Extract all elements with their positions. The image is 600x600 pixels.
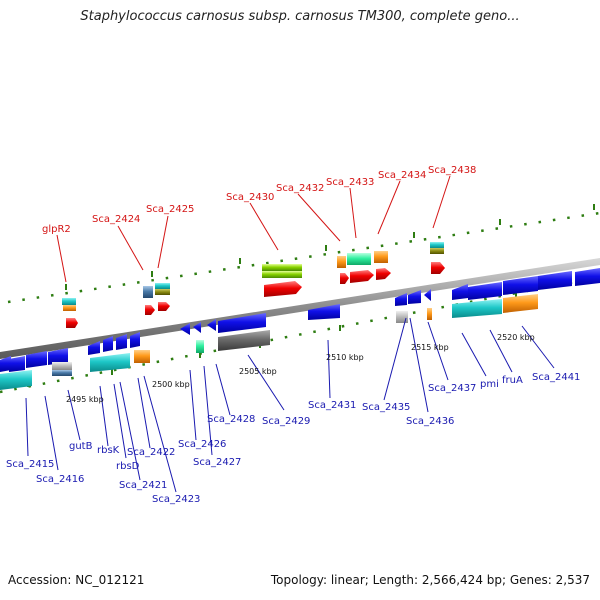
label-sca-2425[interactable]: Sca_2425 <box>146 204 194 215</box>
gene-sca-2428[interactable] <box>207 319 216 331</box>
gene-sca-2422[interactable] <box>90 353 130 372</box>
label-sca-2430[interactable]: Sca_2430 <box>226 192 274 203</box>
gene-pmi[interactable] <box>452 284 468 300</box>
gene-sca-2441[interactable] <box>538 271 572 290</box>
gene-sca-2426[interactable] <box>180 323 190 335</box>
accession-text: Accession: NC_012121 <box>8 573 145 587</box>
label-sca-2415[interactable]: Sca_2415 <box>6 459 54 470</box>
label-rbsK[interactable]: rbsK <box>97 445 120 456</box>
gene-sca-2421[interactable] <box>116 334 127 350</box>
label-sca-2432[interactable]: Sca_2432 <box>276 183 324 194</box>
gene-sca-2430[interactable] <box>262 264 302 297</box>
genome-backbone <box>0 258 600 359</box>
label-sca-2434[interactable]: Sca_2434 <box>378 170 426 181</box>
gene-fruA[interactable] <box>503 276 538 295</box>
forward-label-leaders <box>56 175 451 283</box>
label-sca-2437[interactable]: Sca_2437 <box>428 383 476 394</box>
label-sca-2433[interactable]: Sca_2433 <box>326 177 374 188</box>
gene-rbsK[interactable] <box>88 341 100 355</box>
gene-sca-2431[interactable] <box>308 304 340 320</box>
gene-dark-2429[interactable] <box>218 330 270 351</box>
kbp-label: 2510 kbp <box>326 353 364 362</box>
gene-sca-2433[interactable] <box>347 253 374 283</box>
reverse-label-leaders <box>25 317 555 493</box>
label-sca-2435[interactable]: Sca_2435 <box>362 402 410 413</box>
label-sca-2436[interactable]: Sca_2436 <box>406 416 454 427</box>
gene-sca-2436[interactable] <box>408 290 421 304</box>
gene-sca-2435[interactable] <box>395 293 407 306</box>
label-rbsD[interactable]: rbsD <box>116 461 140 472</box>
label-glpR2[interactable]: glpR2 <box>42 224 71 235</box>
gene-sca-2427[interactable] <box>193 322 201 333</box>
kbp-label: 2515 kbp <box>411 343 449 352</box>
gene-sca-2432[interactable] <box>337 256 349 284</box>
gene-cyan-pmi[interactable] <box>452 299 502 318</box>
gene-sca-2425[interactable] <box>155 283 170 311</box>
forward-gene-labels: glpR2 Sca_2424 Sca_2425 Sca_2430 Sca_243… <box>42 165 476 235</box>
map-title: Staphylococcus carnosus subsp. carnosus … <box>80 9 520 24</box>
label-sca-2431[interactable]: Sca_2431 <box>308 400 356 411</box>
gene-sca-2423[interactable] <box>134 350 150 363</box>
label-gutB[interactable]: gutB <box>69 441 93 452</box>
label-sca-2441[interactable]: Sca_2441 <box>532 372 580 383</box>
label-sca-2424[interactable]: Sca_2424 <box>92 214 140 225</box>
gene-sca-2415[interactable] <box>0 356 11 372</box>
label-fruA[interactable]: fruA <box>502 375 523 386</box>
forward-genes[interactable] <box>62 242 445 328</box>
gene-cyan-left[interactable] <box>0 370 32 390</box>
gene-rbsD[interactable] <box>103 336 113 352</box>
reverse-gene-labels: Sca_2415 Sca_2416 gutB rbsK rbsD Sca_242… <box>6 372 580 505</box>
label-sca-2429[interactable]: Sca_2429 <box>262 416 310 427</box>
scale-labels: 2495 kbp 2500 kbp 2505 kbp 2510 kbp 2515… <box>66 333 535 404</box>
gene-sca-2416[interactable] <box>9 356 25 372</box>
gene-glpR2[interactable] <box>62 298 78 328</box>
kbp-label: 2520 kbp <box>497 333 535 342</box>
reverse-genes[interactable] <box>0 268 600 390</box>
label-sca-2422[interactable]: Sca_2422 <box>127 447 175 458</box>
gene-sca-2438[interactable] <box>430 242 445 274</box>
kbp-label: 2500 kbp <box>152 380 190 389</box>
kbp-label: 2495 kbp <box>66 395 104 404</box>
gene-sca-2437[interactable] <box>424 289 431 301</box>
gene-sca-2424[interactable] <box>143 286 155 315</box>
label-sca-2426[interactable]: Sca_2426 <box>178 439 226 450</box>
label-sca-2416[interactable]: Sca_2416 <box>36 474 84 485</box>
label-pmi[interactable]: pmi <box>480 379 499 390</box>
gene-gutB[interactable] <box>52 362 72 370</box>
gene-sca-2429[interactable] <box>218 313 266 333</box>
label-sca-2438[interactable]: Sca_2438 <box>428 165 476 176</box>
label-sca-2423[interactable]: Sca_2423 <box>152 494 200 505</box>
label-sca-2428[interactable]: Sca_2428 <box>207 414 255 425</box>
label-sca-2421[interactable]: Sca_2421 <box>119 480 167 491</box>
gene-sca-2434[interactable] <box>374 251 391 280</box>
label-sca-2427[interactable]: Sca_2427 <box>193 457 241 468</box>
genome-summary-text: Topology: linear; Length: 2,566,424 bp; … <box>270 573 590 587</box>
kbp-label: 2505 kbp <box>239 367 277 376</box>
